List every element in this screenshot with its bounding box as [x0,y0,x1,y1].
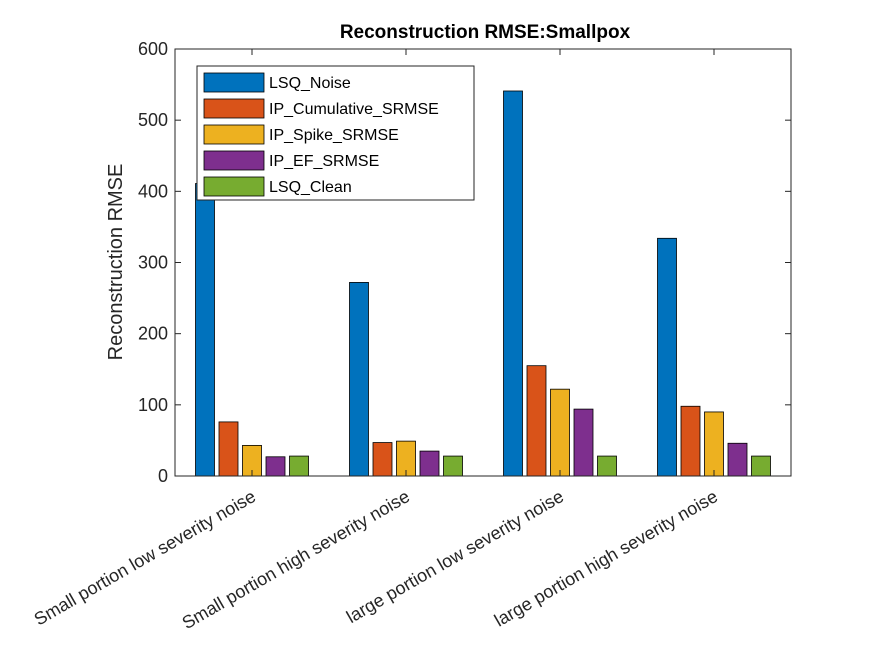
legend-swatch [203,150,265,171]
bar [372,442,393,477]
legend-entry-label: LSQ_Clean [269,179,352,196]
bar [526,365,547,477]
bar [265,456,286,477]
bar [195,183,215,477]
bar [443,455,463,477]
bar [680,405,701,477]
bar [218,421,239,477]
bar [550,388,570,477]
y-tick-label: 200 [138,324,168,344]
y-tick-label: 600 [138,39,168,59]
y-tick-label: 300 [138,253,168,273]
y-axis-label: Reconstruction RMSE [105,164,127,361]
bar [573,408,594,477]
legend-swatch [203,176,265,197]
legend-swatch [203,124,265,145]
legend-swatch [203,72,265,93]
y-tick-label: 400 [138,181,168,201]
bar [419,450,440,477]
legend-entry-label: IP_Spike_SRMSE [269,127,399,144]
bar [751,455,771,477]
legend-entry-label: IP_EF_SRMSE [269,153,379,170]
bar [289,455,309,477]
bar [727,442,748,477]
y-tick-label: 100 [138,395,168,415]
bar [349,282,369,477]
bar [704,411,724,477]
legend-entry-label: IP_Cumulative_SRMSE [269,101,439,118]
legend-entry-label: LSQ_Noise [269,75,351,92]
y-tick-label: 500 [138,110,168,130]
legend-swatch [203,98,265,119]
bar [597,455,617,477]
legend: LSQ_Noise IP_Cumulative_SRMSE IP_Spike_SRM… [196,65,475,201]
bar [657,237,677,477]
chart-title: Reconstruction RMSE:Smallpox [340,22,631,43]
y-tick-label: 0 [158,466,168,486]
bar [503,90,523,477]
